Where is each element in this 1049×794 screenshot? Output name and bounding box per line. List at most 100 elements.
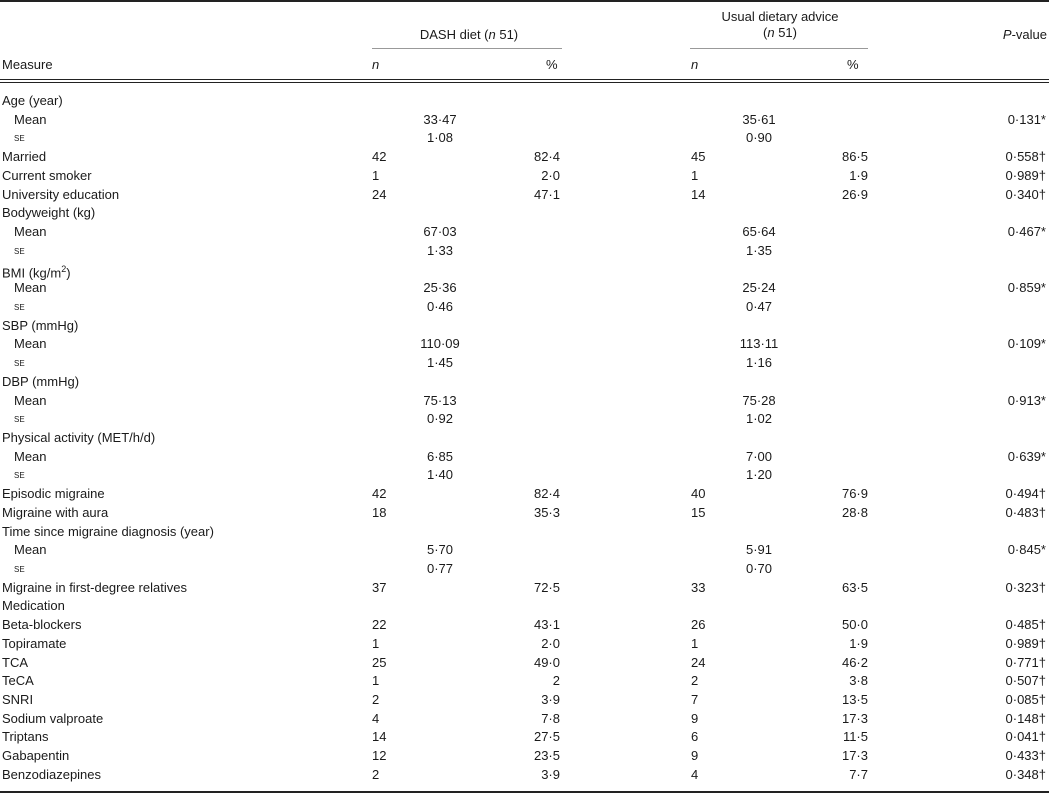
usual-n-cell: 1: [691, 635, 699, 651]
dash-mean-cell: 25·36: [423, 280, 457, 296]
row-label: SE: [14, 244, 25, 257]
header-dash-pct: %: [546, 57, 558, 72]
table-row: SE 1·40 1·20: [0, 466, 1049, 484]
dash-n-cell: 2: [372, 692, 380, 708]
dash-pct-cell: 2·0: [541, 635, 560, 651]
usual-pct-cell: 63·5: [841, 579, 868, 595]
row-label: Gabapentin: [2, 748, 70, 764]
header-p-value: P-value: [1003, 27, 1047, 43]
dash-n-cell: 1: [372, 635, 380, 651]
table-row: SNRI 2 3·9 7 13·5 0·085†: [0, 691, 1049, 709]
table-row: Mean 110·09 113·11 0·109*: [0, 335, 1049, 353]
usual-mean-cell: 1·35: [745, 242, 773, 258]
table-row: Sodium valproate 4 7·8 9 17·3 0·148†: [0, 710, 1049, 728]
table-row: Migraine in first-degree relatives 37 72·5…: [0, 579, 1049, 597]
p-value-cell: 0·109*: [1007, 336, 1046, 352]
table-row: TeCA 1 2 2 3·8 0·507†: [0, 672, 1049, 690]
row-label: Time since migraine diagnosis (year): [2, 523, 214, 539]
header-n: n: [372, 57, 380, 72]
row-label: Married: [2, 149, 47, 165]
dash-mean-cell: 67·03: [423, 224, 457, 240]
usual-pct-cell: 46·2: [841, 654, 868, 670]
usual-mean-cell: 35·61: [742, 111, 776, 127]
dash-n-cell: 37: [372, 579, 387, 595]
row-label: TCA: [2, 654, 28, 670]
table-row: Mean 6·85 7·00 0·639*: [0, 448, 1049, 466]
dash-pct-cell: 2·0: [541, 167, 560, 183]
p-value-cell: 0·485†: [1005, 617, 1046, 633]
table-row: SE 0·77 0·70: [0, 560, 1049, 578]
p-value-cell: 0·558†: [1005, 149, 1046, 165]
table-row: BMI (kg/m2): [0, 260, 1049, 281]
row-label: Topiramate: [2, 635, 67, 651]
usual-n-cell: 45: [691, 149, 706, 165]
row-label: SE: [14, 469, 25, 482]
row-label: Mean: [14, 392, 47, 408]
dash-pct-cell: 47·1: [533, 186, 560, 202]
table-row: Migraine with aura 18 35·3 15 28·8 0·483†: [0, 504, 1049, 522]
dash-pct-cell: 72·5: [533, 579, 560, 595]
row-label: SE: [14, 357, 25, 370]
row-label: TeCA: [2, 673, 34, 689]
dash-n-cell: 12: [372, 748, 387, 764]
usual-mean-cell: 75·28: [742, 392, 776, 408]
dash-pct-cell: 3·9: [541, 766, 560, 782]
header-n: n: [488, 27, 496, 42]
usual-pct-cell: 50·0: [841, 617, 868, 633]
dash-mean-cell: 5·70: [426, 542, 454, 558]
row-label: Medication: [2, 598, 65, 614]
p-value-cell: 0·323†: [1005, 579, 1046, 595]
usual-mean-cell: 5·91: [745, 542, 773, 558]
dash-mean-cell: 0·92: [426, 411, 454, 427]
row-label: Mean: [14, 448, 47, 464]
row-label: Current smoker: [2, 167, 92, 183]
table-row: Triptans 14 27·5 6 11·5 0·041†: [0, 728, 1049, 746]
bottom-rule: [0, 791, 1049, 793]
dash-pct-cell: 49·0: [533, 654, 560, 670]
usual-n-cell: 15: [691, 504, 706, 520]
table-row: Mean 75·13 75·28 0·913*: [0, 392, 1049, 410]
p-value-cell: 0·131*: [1007, 111, 1046, 127]
row-label: DBP (mmHg): [2, 373, 80, 389]
table-row: DBP (mmHg): [0, 373, 1049, 391]
table-row: SE 0·92 1·02: [0, 410, 1049, 428]
row-label: Episodic migraine: [2, 486, 105, 502]
usual-pct-cell: 11·5: [842, 729, 868, 745]
usual-n-cell: 1: [691, 167, 699, 183]
dash-pct-cell: 7·8: [541, 710, 560, 726]
usual-mean-cell: 25·24: [742, 280, 776, 296]
header-usual-pct: %: [847, 57, 859, 72]
header-n-value: 51): [774, 25, 797, 40]
superscript: 2: [61, 264, 67, 275]
table-row: Mean 67·03 65·64 0·467*: [0, 223, 1049, 241]
usual-n-cell: 33: [691, 579, 706, 595]
p-value-cell: 0·913*: [1007, 392, 1046, 408]
dash-pct-cell: 82·4: [533, 486, 560, 502]
row-label: Mean: [14, 336, 47, 352]
dash-group-rule: [372, 48, 562, 49]
table-row: Topiramate 1 2·0 1 1·9 0·989†: [0, 635, 1049, 653]
table-row: TCA 25 49·0 24 46·2 0·771†: [0, 654, 1049, 672]
usual-mean-cell: 65·64: [742, 224, 776, 240]
usual-mean-cell: 1·16: [745, 355, 773, 371]
header-usual-advice: Usual dietary advice (n 51): [690, 9, 870, 41]
usual-mean-cell: 113·11: [739, 336, 779, 352]
label-suffix: ): [66, 265, 71, 281]
header-text: Usual dietary advice: [721, 9, 839, 24]
dash-n-cell: 42: [372, 486, 387, 502]
table-row: SE 1·08 0·90: [0, 129, 1049, 147]
row-label: Bodyweight (kg): [2, 205, 96, 221]
header-dash-diet: DASH diet (n 51): [384, 27, 554, 43]
dash-n-cell: 14: [372, 729, 387, 745]
table-row: Mean 5·70 5·91 0·845*: [0, 541, 1049, 559]
p-value-cell: 0·639*: [1007, 448, 1046, 464]
usual-n-cell: 4: [691, 766, 699, 782]
dash-pct-cell: 3·9: [541, 692, 560, 708]
p-value-cell: 0·771†: [1005, 654, 1046, 670]
dash-pct-cell: 35·3: [533, 504, 560, 520]
p-value-cell: 0·989†: [1005, 635, 1046, 651]
usual-mean-cell: 7·00: [745, 448, 773, 464]
table-row: Married 42 82·4 45 86·5 0·558†: [0, 148, 1049, 166]
p-value-cell: 0·467*: [1007, 224, 1046, 240]
row-label: Age (year): [2, 93, 63, 108]
